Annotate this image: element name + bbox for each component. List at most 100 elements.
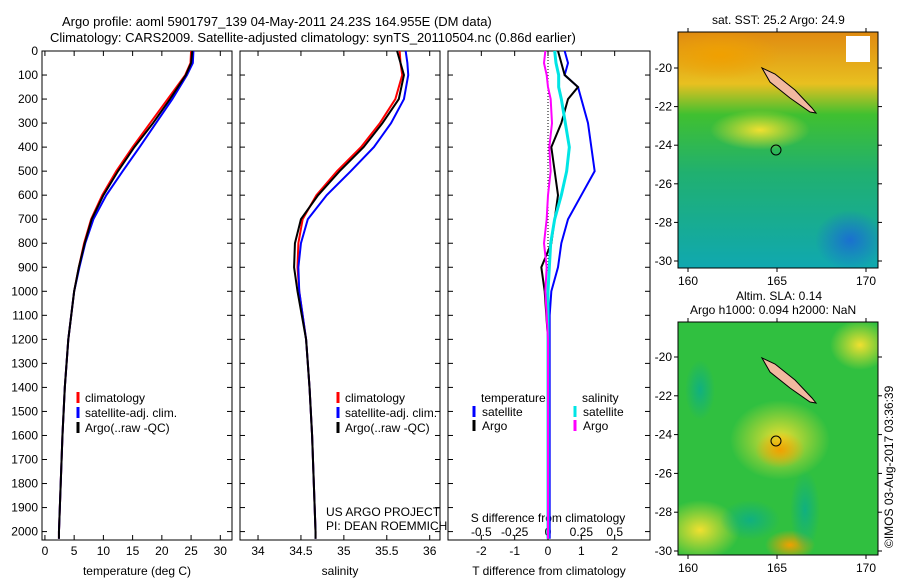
depth-tick-label: 1700: [11, 453, 38, 467]
profile-panel-3: -2 -1 0 1 2 T difference from climatology -0.5…: [447, 50, 651, 578]
x-axis-label: temperature (deg C): [83, 564, 191, 578]
depth-tick-label: 700: [18, 212, 38, 226]
x-tick-label: -2: [476, 544, 487, 558]
timestamp: ©IMOS 03-Aug-2017 03:36:39: [882, 385, 896, 548]
lat-tick-label: -26: [655, 177, 673, 191]
x-tick-label: 30: [214, 544, 228, 558]
depth-tick-label: 1400: [11, 380, 38, 394]
s-diff-tick-label: 0.25: [570, 525, 594, 539]
x-tick-label: -1: [509, 544, 520, 558]
legend-label: satellite: [482, 405, 523, 419]
depth-tick-label: 1600: [11, 428, 38, 442]
depth-tick-label: 1800: [11, 477, 38, 491]
legend-label: satellite: [583, 405, 624, 419]
x-tick-label: 35.5: [375, 544, 399, 558]
depth-tick-label: 2000: [11, 525, 38, 539]
legend-label: climatology: [345, 391, 405, 405]
legend-header-salinity: salinity: [582, 391, 619, 405]
depth-tick-label: 300: [18, 116, 38, 130]
lat-tick-label: -26: [655, 466, 673, 480]
missing-data-patch: [846, 36, 870, 62]
float-position-marker: [770, 144, 782, 156]
x-tick-label: 34.5: [289, 544, 313, 558]
depth-tick-label: 0: [31, 44, 38, 58]
x-tick-label: 5: [71, 544, 78, 558]
x-tick-label: 10: [97, 544, 111, 558]
depth-tick-label: 1200: [11, 332, 38, 346]
s-diff-tick-label: -0.25: [501, 525, 529, 539]
sla-map: [678, 322, 878, 555]
lat-tick-label: -24: [655, 138, 673, 152]
depth-tick-label: 600: [18, 188, 38, 202]
lat-tick-label: -28: [655, 215, 673, 229]
float-position-marker: [770, 435, 782, 447]
x-tick-label: 34: [251, 544, 265, 558]
x-tick-label: 25: [184, 544, 198, 558]
series-line-argo-raw-qc-: [293, 50, 405, 539]
legend-label: climatology: [85, 391, 145, 405]
depth-tick-label: 200: [18, 92, 38, 106]
depth-tick-label: 500: [18, 164, 38, 178]
plot-frame: [41, 50, 233, 541]
depth-tick-label: 1300: [11, 356, 38, 370]
sla-map-title: Altim. SLA: 0.14: [736, 289, 822, 303]
s-diff-tick-label: -0.5: [471, 525, 492, 539]
sst-map-title: sat. SST: 25.2 Argo: 24.9: [712, 13, 845, 27]
profile-panel-1: 0100200300400500600700800900100011001200…: [11, 44, 233, 578]
lon-tick-label: 160: [678, 561, 698, 575]
figure-title-line2: Climatology: CARS2009. Satellite-adjuste…: [50, 30, 576, 45]
legend-label: satellite-adj. clim.: [345, 406, 437, 420]
series-line-s-argo: [542, 50, 554, 539]
depth-tick-label: 400: [18, 140, 38, 154]
plot-frame: [447, 50, 651, 541]
x-axis-label: salinity: [322, 564, 359, 578]
lat-tick-label: -20: [655, 61, 673, 75]
depth-tick-label: 1500: [11, 404, 38, 418]
x-tick-label: 0: [42, 544, 49, 558]
series-line-climatology: [57, 50, 193, 539]
legend-label: Argo: [583, 419, 609, 433]
lon-tick-label: 170: [856, 274, 876, 288]
legend-label: satellite-adj. clim.: [85, 406, 177, 420]
x-tick-label: 15: [126, 544, 140, 558]
series-line-satellite-adj-clim-: [57, 50, 195, 539]
s-diff-tick-label: 0.5: [606, 525, 623, 539]
lat-tick-label: -20: [655, 350, 673, 364]
x-tick-label: 36: [423, 544, 437, 558]
new-caledonia-landmass: [760, 66, 818, 114]
lat-tick-label: -24: [655, 428, 673, 442]
depth-tick-label: 100: [18, 68, 38, 82]
legend-label: Argo(..raw -QC): [345, 421, 430, 435]
sla-map-subtitle: Argo h1000: 0.094 h2000: NaN: [690, 303, 856, 317]
credit-project: US ARGO PROJECT: [326, 505, 441, 519]
series-line-argo-raw-qc-: [57, 50, 194, 539]
credit-pi: PI: DEAN ROEMMICH: [326, 519, 447, 533]
plot-frame: [239, 50, 441, 541]
depth-tick-label: 900: [18, 260, 38, 274]
series-line-satellite-adj-clim-: [297, 50, 410, 539]
depth-tick-label: 1000: [11, 284, 38, 298]
x-tick-label: 0: [545, 544, 552, 558]
x-axis-label: T difference from climatology: [472, 564, 626, 578]
legend-label: Argo: [482, 419, 508, 433]
profile-panel-2: 34 34.5 35 35.5 36 salinity climatologysatelli…: [239, 50, 441, 578]
depth-tick-label: 1100: [12, 308, 38, 322]
lon-tick-label: 165: [767, 561, 787, 575]
depth-tick-label: 1900: [11, 501, 38, 515]
lon-tick-label: 165: [767, 274, 787, 288]
series-line-t-satellite: [548, 50, 596, 539]
legend-label: Argo(..raw -QC): [85, 421, 170, 435]
new-caledonia-landmass: [760, 356, 818, 404]
lat-tick-label: -22: [655, 100, 673, 114]
lat-tick-label: -28: [655, 505, 673, 519]
x-tick-label: 35: [337, 544, 351, 558]
lat-tick-label: -22: [655, 389, 673, 403]
x-tick-label: 1: [578, 544, 585, 558]
sst-map: [678, 32, 878, 268]
depth-tick-label: 800: [18, 236, 38, 250]
lat-tick-label: -30: [655, 254, 673, 268]
lon-tick-label: 170: [856, 561, 876, 575]
x-tick-label: 2: [611, 544, 618, 558]
figure-title-line1: Argo profile: aoml 5901797_139 04-May-20…: [62, 14, 492, 29]
